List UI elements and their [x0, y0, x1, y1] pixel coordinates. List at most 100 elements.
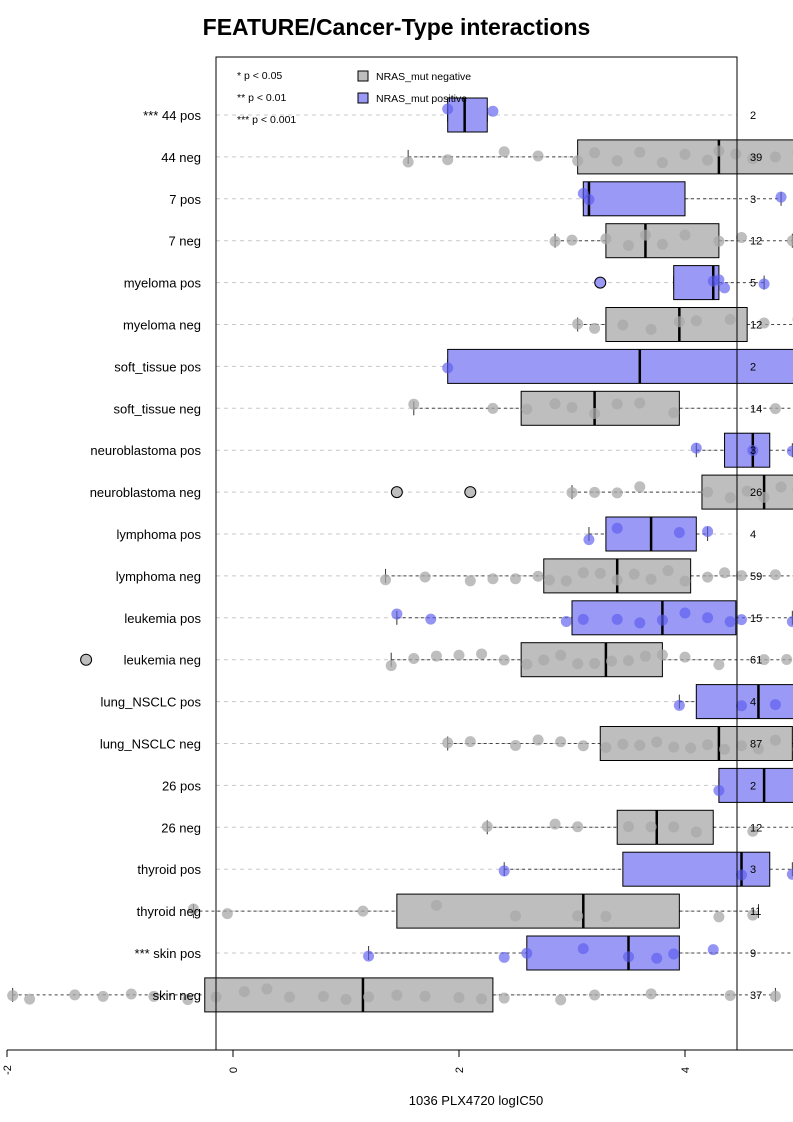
- data-point: [577, 943, 589, 955]
- data-point: [566, 487, 578, 499]
- data-point: [363, 950, 375, 962]
- data-point: [639, 229, 651, 241]
- outlier-point: [464, 486, 477, 499]
- data-point: [645, 573, 657, 585]
- data-point: [713, 274, 725, 286]
- data-point: [408, 653, 420, 665]
- data-point: [442, 154, 454, 166]
- data-point: [532, 734, 544, 746]
- data-point: [261, 983, 273, 995]
- data-point: [600, 233, 612, 245]
- data-point: [736, 231, 747, 243]
- data-point: [623, 240, 634, 252]
- chart-title: FEATURE/Cancer-Type interactions: [202, 14, 591, 40]
- data-point: [617, 319, 629, 331]
- data-point: [747, 153, 759, 165]
- data-point: [419, 571, 431, 583]
- data-point: [645, 821, 657, 833]
- data-point: [380, 574, 392, 586]
- x-tick-label: 4: [680, 1067, 692, 1073]
- data-point: [645, 988, 657, 1000]
- legend-entry: NRAS_mut negative: [376, 71, 471, 83]
- data-point: [634, 481, 646, 493]
- row-label: *** skin pos: [135, 946, 202, 961]
- data-point: [498, 865, 510, 877]
- data-point: [736, 700, 747, 712]
- box: [447, 348, 793, 384]
- legend-significance: * p < 0.05: [237, 70, 282, 82]
- boxes: [12, 97, 793, 1013]
- data-point: [623, 655, 634, 667]
- data-point: [634, 617, 646, 629]
- row-count: 26: [750, 487, 762, 499]
- data-point: [679, 148, 691, 160]
- data-point: [651, 736, 663, 748]
- data-point: [521, 658, 533, 670]
- row-label: 44 neg: [161, 150, 201, 165]
- data-point: [498, 654, 510, 666]
- data-point: [481, 821, 493, 833]
- data-point: [690, 826, 702, 838]
- data-point: [284, 991, 295, 1003]
- data-point: [555, 994, 567, 1006]
- data-point: [532, 570, 544, 582]
- data-point: [679, 229, 691, 241]
- data-point: [606, 655, 618, 667]
- data-point: [702, 571, 714, 583]
- data-point: [419, 990, 431, 1002]
- data-point: [572, 658, 584, 670]
- row-count: 14: [750, 403, 762, 415]
- legend: * p < 0.05 ** p < 0.01 *** p < 0.001 NRAS_m…: [237, 70, 471, 126]
- data-point: [713, 785, 725, 797]
- data-point: [583, 194, 595, 206]
- box: [622, 851, 771, 887]
- data-point: [498, 992, 510, 1004]
- data-point: [781, 654, 793, 666]
- data-point: [476, 993, 488, 1005]
- data-point: [402, 156, 414, 168]
- row-label: thyroid neg: [137, 904, 201, 919]
- row-count: 3: [750, 864, 756, 876]
- legend-swatch: [357, 70, 369, 82]
- data-point: [634, 739, 646, 751]
- data-point: [786, 235, 793, 247]
- legend-swatch: [357, 92, 369, 104]
- data-point: [623, 951, 634, 963]
- x-tick-label: 2: [454, 1067, 466, 1073]
- data-point: [357, 905, 369, 917]
- data-point: [572, 155, 584, 167]
- data-point: [543, 574, 555, 586]
- row-label: neuroblastoma pos: [90, 443, 201, 458]
- data-point: [719, 743, 731, 755]
- data-point: [487, 573, 499, 585]
- data-point: [453, 649, 465, 661]
- data-point: [713, 659, 725, 671]
- box: [526, 935, 680, 971]
- data-point: [464, 736, 476, 748]
- x-tick-label: -2: [2, 1065, 14, 1075]
- row-count: 3: [750, 194, 756, 206]
- data-point: [589, 407, 601, 419]
- data-point: [577, 740, 589, 752]
- row-count: 4: [750, 697, 756, 709]
- points: [7, 103, 793, 1006]
- data-point: [589, 486, 601, 498]
- row-count: 9: [750, 948, 756, 960]
- data-point: [690, 442, 702, 454]
- data-point: [719, 282, 731, 294]
- data-point: [707, 944, 719, 956]
- data-point: [589, 147, 601, 159]
- data-point: [702, 486, 714, 498]
- data-point: [668, 741, 680, 753]
- box: [447, 97, 488, 133]
- data-point: [736, 570, 747, 582]
- row-counts: 2 39 3 12 5 12 2 14 3 26 4 59 15 61 4 87 2 12 3 11 9 37: [750, 110, 762, 1002]
- data-point: [656, 649, 668, 661]
- data-point: [628, 568, 640, 580]
- data-point: [7, 990, 19, 1002]
- row-label: thyroid pos: [137, 862, 201, 877]
- row-count: 2: [750, 361, 756, 373]
- legend-significance: ** p < 0.01: [237, 92, 286, 104]
- data-point: [476, 648, 488, 660]
- data-point: [238, 986, 250, 998]
